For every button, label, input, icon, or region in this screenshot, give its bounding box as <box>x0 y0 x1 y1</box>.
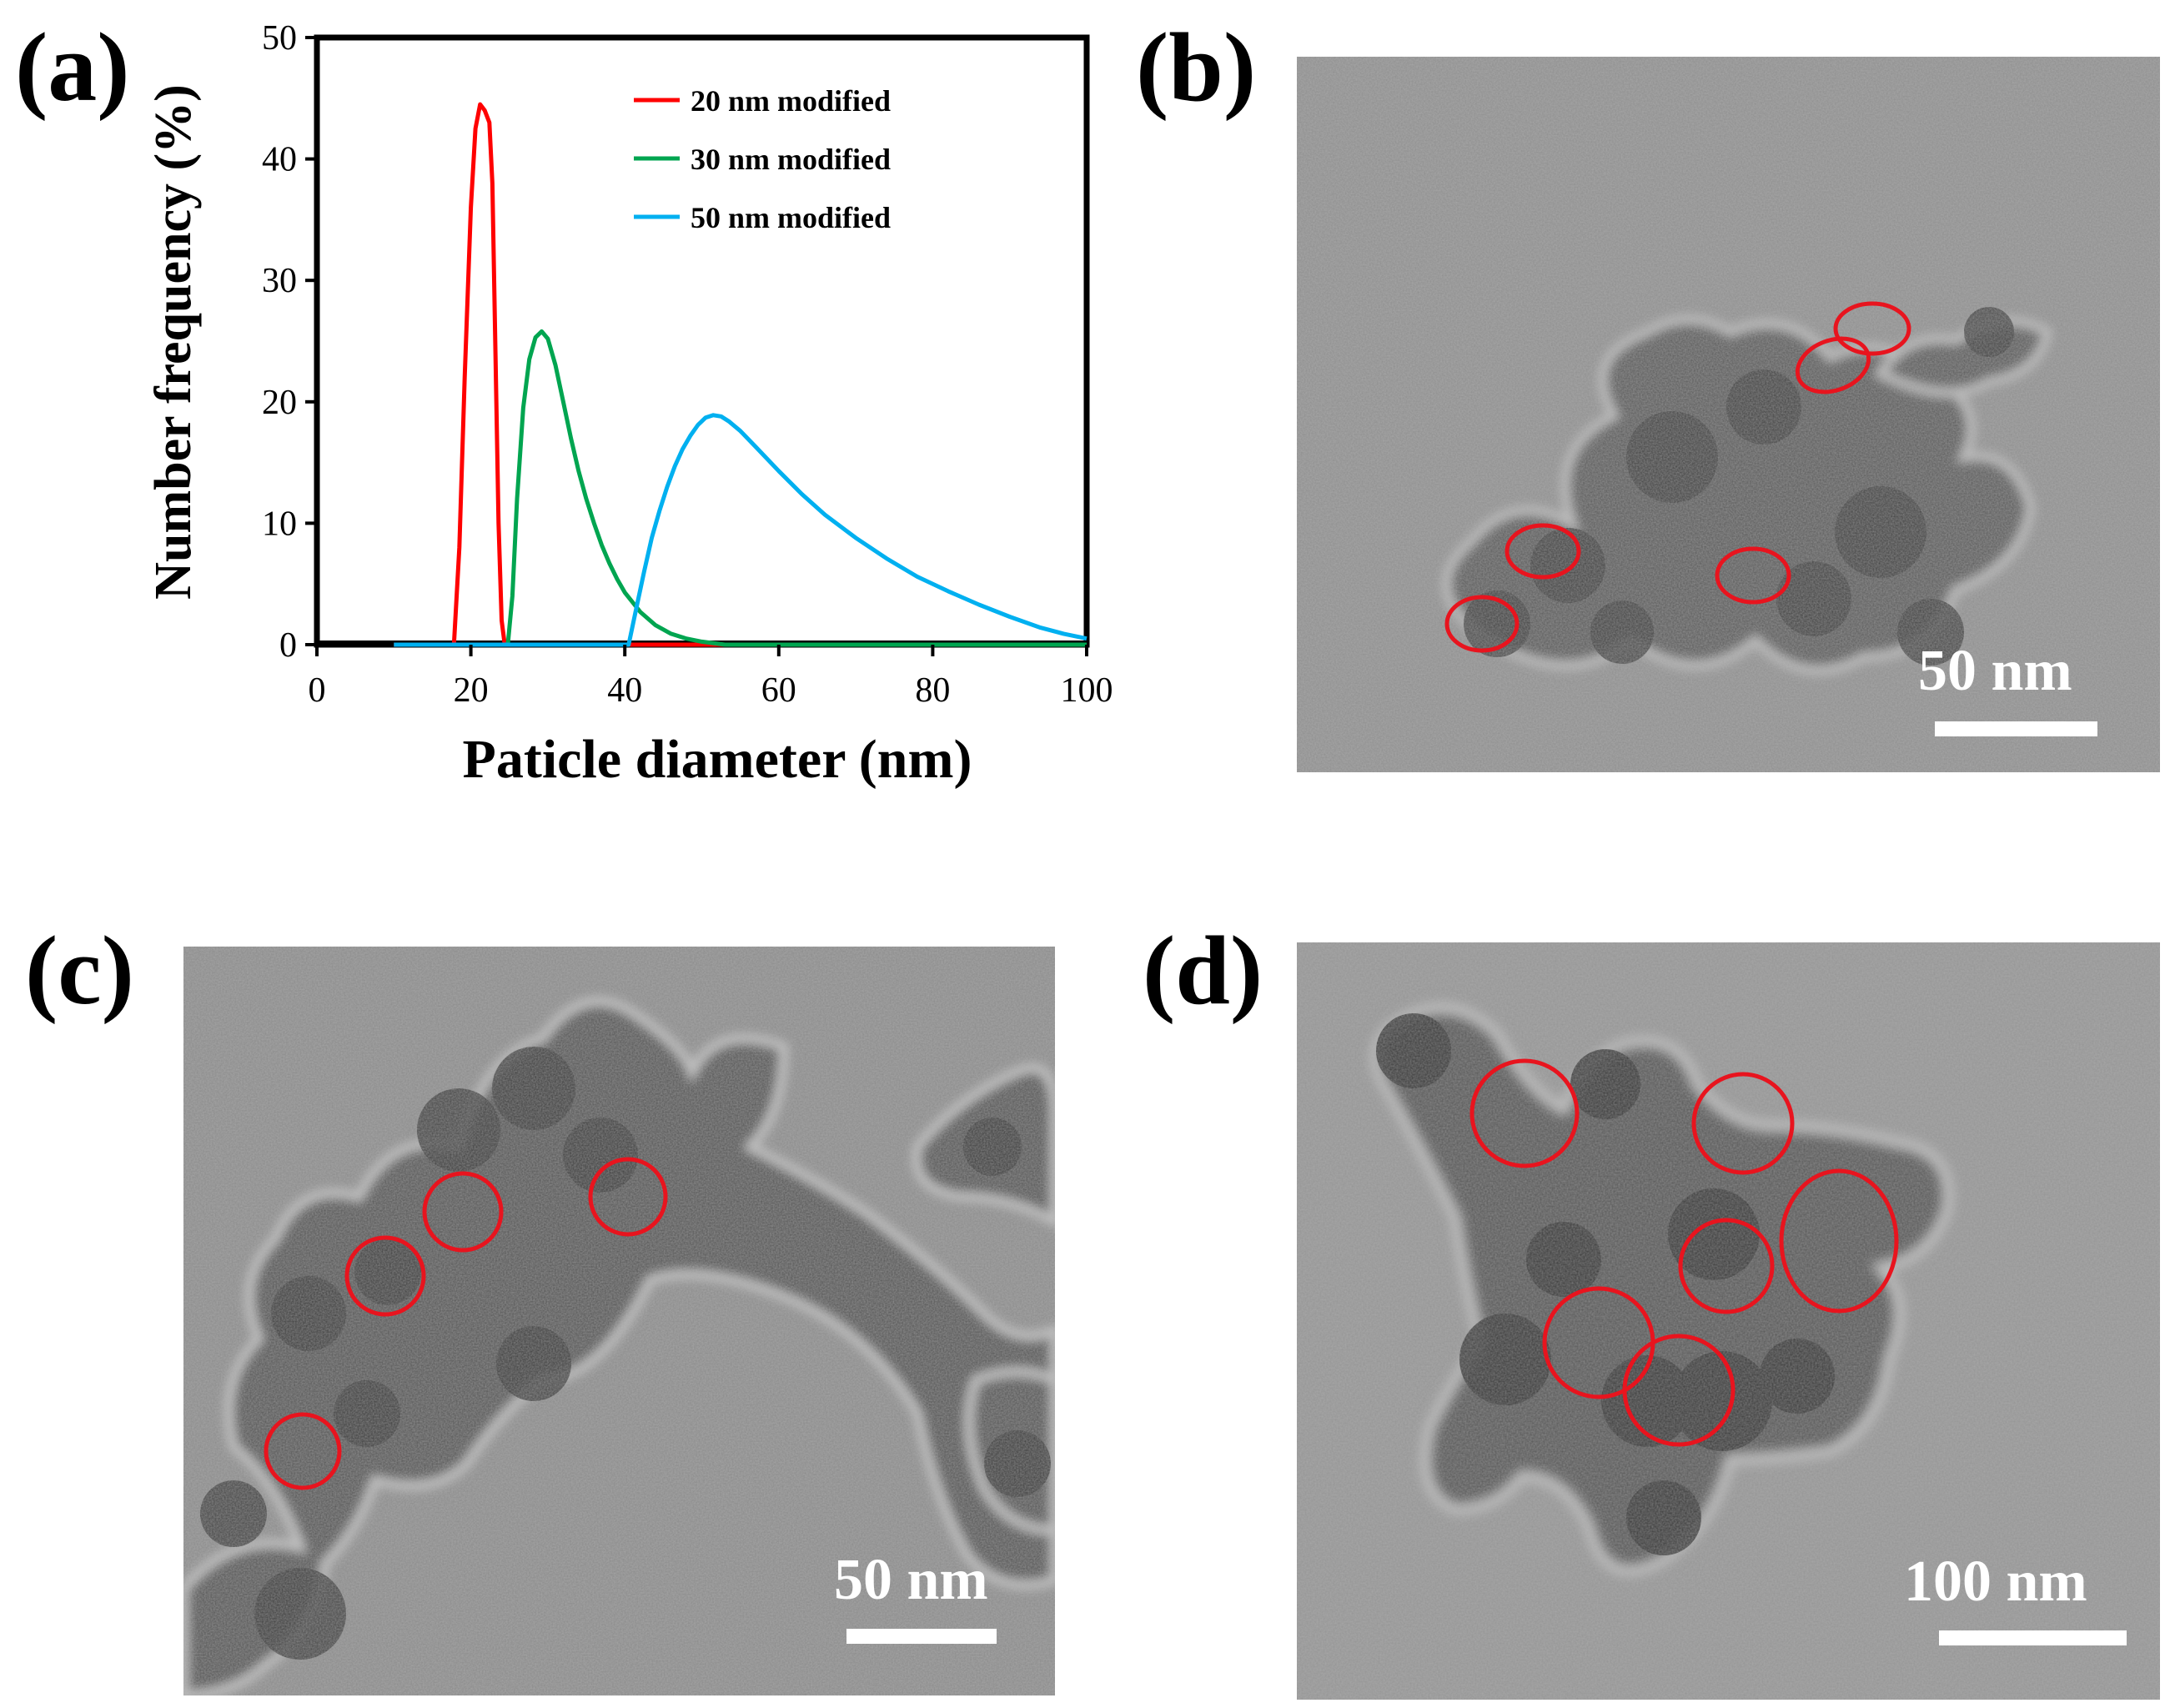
scale-label-c: 50 nm <box>834 1548 988 1612</box>
scale-bar-d <box>1939 1630 2127 1645</box>
y-tick-label: 20 <box>262 384 297 422</box>
x-axis-label: Paticle diameter (nm) <box>463 729 972 790</box>
panel-label-d: (d) <box>1143 916 1263 1025</box>
x-tick-label: 100 <box>1061 671 1113 710</box>
y-axis-label: Number frequency (%) <box>145 84 202 600</box>
x-tick-label: 80 <box>915 671 950 710</box>
x-tick-label: 20 <box>454 671 489 710</box>
x-tick-label: 0 <box>309 671 326 710</box>
plot-frame <box>314 34 1090 648</box>
marker-circles-b <box>1444 301 1911 653</box>
x-tick-label: 60 <box>761 671 796 710</box>
y-tick-label: 0 <box>279 626 297 665</box>
y-tick-label: 10 <box>262 505 297 543</box>
x-tick-label: 40 <box>607 671 642 710</box>
marker-circles-c <box>264 1157 668 1490</box>
panel-label-b: (b) <box>1136 13 1257 122</box>
legend-label-1: 20 nm modified <box>691 84 891 118</box>
panel-label-c: (c) <box>25 916 134 1025</box>
scale-bar-c <box>846 1629 997 1644</box>
tem-image-c <box>183 947 1055 1695</box>
size-distribution-chart: 0 20 40 60 80 100 0 10 20 30 40 50 20 nm modified 30… <box>145 19 1113 790</box>
y-tick-label: 40 <box>262 141 297 179</box>
marker-circles-d <box>1469 1058 1899 1447</box>
y-tick-label: 50 <box>262 19 297 58</box>
tem-image-b <box>1297 57 2160 772</box>
panel-label-a: (a) <box>15 13 130 122</box>
legend-label-2: 30 nm modified <box>691 143 891 176</box>
series-line-2 <box>505 329 1087 647</box>
y-tick-label: 30 <box>262 262 297 300</box>
legend-label-3: 50 nm modified <box>691 201 891 234</box>
series-line-1 <box>394 102 1087 647</box>
scale-label-b: 50 nm <box>1918 639 2072 703</box>
tem-image-d <box>1297 942 2160 1700</box>
series-line-3 <box>394 413 1088 647</box>
scale-label-d: 100 nm <box>1904 1550 2087 1614</box>
scale-bar-b <box>1935 721 2097 736</box>
